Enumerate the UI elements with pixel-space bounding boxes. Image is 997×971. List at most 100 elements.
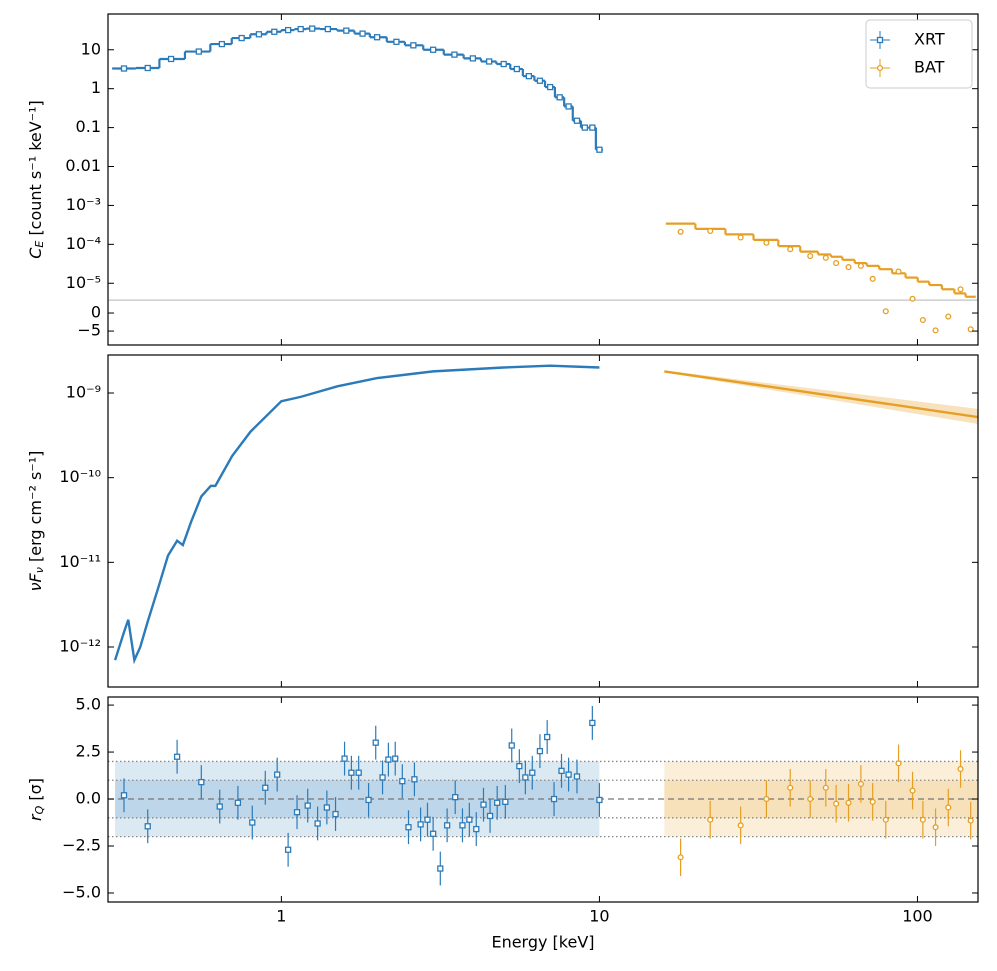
marker [348, 769, 355, 776]
marker [737, 822, 744, 829]
marker [787, 784, 794, 791]
y-tick-label: −5 [77, 321, 101, 340]
marker [309, 25, 316, 32]
y-label-sub: ν [33, 567, 46, 573]
marker [120, 792, 128, 799]
marker [451, 51, 458, 58]
marker [945, 313, 952, 320]
marker [500, 60, 507, 68]
marker [392, 755, 399, 762]
marker [486, 812, 494, 820]
marker [480, 801, 487, 808]
marker [822, 254, 829, 261]
marker [417, 821, 424, 828]
marker [385, 756, 392, 763]
marker [485, 58, 493, 65]
marker [895, 268, 902, 275]
marker [304, 802, 311, 809]
marker [437, 865, 444, 872]
marker [558, 767, 565, 774]
y-tick-label: −2.5 [62, 836, 101, 855]
marker [405, 824, 412, 831]
y-axis-label: νFν [erg cm⁻² s⁻¹] [26, 451, 47, 592]
y-tick-label: −5.0 [62, 882, 101, 901]
y-tick-label: 2.5 [76, 742, 101, 761]
marker [218, 40, 226, 48]
marker [573, 117, 581, 124]
marker [355, 769, 362, 776]
y-tick-label: 1 [91, 78, 101, 97]
marker [544, 733, 551, 741]
marker [833, 260, 840, 267]
x-tick-label: 10 [589, 907, 609, 926]
marker [167, 55, 175, 63]
y-axis-label: rQ [σ] [26, 778, 47, 821]
marker [967, 326, 974, 333]
marker [410, 42, 417, 49]
y-label-sub: Q [33, 805, 46, 814]
marker [522, 774, 529, 781]
y-label-sub: E [33, 241, 46, 248]
marker [869, 798, 876, 805]
marker [502, 798, 509, 805]
marker [581, 124, 589, 131]
marker [373, 34, 381, 41]
marker [677, 228, 684, 235]
marker [314, 820, 321, 827]
marker [525, 72, 533, 80]
panel: 5.0 2.5 0.0 −2.5 −5.0 1 10 100 Energy [keV] rQ [σ… [26, 695, 979, 952]
marker [393, 38, 400, 45]
marker [173, 753, 181, 760]
marker [833, 800, 840, 807]
marker [857, 262, 864, 269]
marker [293, 809, 301, 816]
panel-frame [107, 696, 979, 903]
marker [359, 30, 366, 37]
marker [565, 103, 572, 110]
marker [198, 778, 205, 786]
marker [596, 146, 603, 153]
panel-frame [107, 354, 979, 688]
marker [144, 823, 151, 830]
marker [216, 803, 223, 810]
marker [596, 796, 603, 804]
plot-area [108, 25, 978, 334]
marker [845, 799, 852, 806]
marker [573, 773, 581, 780]
y-tick-label: 10⁻¹² [59, 637, 101, 656]
marker [459, 822, 466, 829]
legend-marker [876, 64, 884, 72]
marker [443, 822, 451, 829]
marker [297, 25, 304, 33]
marker [550, 795, 558, 803]
marker [945, 804, 952, 811]
y-tick-label: 10⁻⁴ [66, 234, 101, 253]
y-tick-label: 10⁻¹¹ [59, 552, 101, 571]
marker [120, 65, 128, 72]
marker [234, 799, 242, 806]
marker [379, 774, 386, 781]
marker [324, 25, 332, 33]
marker [895, 760, 902, 767]
marker [513, 65, 520, 73]
panel: 10 1 0.1 0.01 10⁻³ 10⁻⁴ 10⁻⁵ 0−5 CE [count s⁻¹ k… [26, 13, 979, 346]
marker [372, 739, 379, 746]
marker [249, 819, 256, 826]
y-label-symbol: C [26, 247, 45, 259]
marker [967, 817, 974, 824]
marker [341, 755, 348, 762]
marker [882, 816, 889, 823]
marker [845, 264, 852, 271]
y-label-unit: [erg cm⁻² s⁻¹] [26, 451, 45, 567]
marker [536, 77, 544, 84]
marker [787, 246, 794, 253]
legend: XRT BAT [865, 19, 973, 89]
marker [547, 83, 554, 91]
panel: 10⁻⁹ 10⁻¹⁰ 10⁻¹¹ 10⁻¹² νFν [erg cm⁻² s⁻¹] [26, 354, 979, 688]
marker [429, 46, 437, 53]
marker [452, 794, 459, 801]
marker [763, 239, 770, 246]
marker [807, 253, 814, 260]
marker [869, 275, 876, 282]
marker [429, 830, 437, 837]
